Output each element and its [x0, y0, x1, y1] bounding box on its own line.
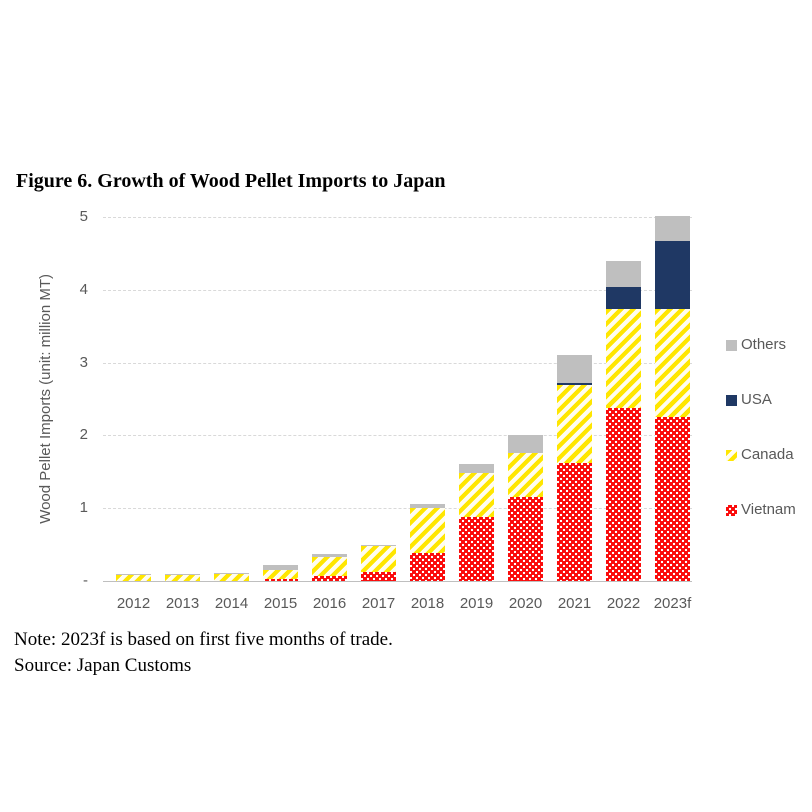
legend-label-usa: USA: [741, 391, 772, 408]
x-label-2021: 2021: [557, 595, 592, 612]
bar-segment-vietnam-2016: [312, 576, 347, 581]
bar-2021: [557, 355, 592, 581]
figure-title: Figure 6. Growth of Wood Pellet Imports …: [16, 170, 446, 192]
y-axis-title-text: Wood Pellet Imports (unit: million MT): [36, 274, 54, 524]
bar-segment-vietnam-2018: [410, 553, 445, 581]
gridline-3: [103, 362, 692, 364]
legend-swatch-usa: [726, 394, 737, 406]
y-tick-2: 2: [79, 426, 88, 444]
bar-segment-canada-2016: [312, 557, 347, 576]
bar-segment-canada-2015: [263, 570, 298, 579]
bar-segment-others-2019: [459, 464, 494, 473]
gridline-5: [103, 217, 692, 218]
bar-segment-others-2014: [214, 573, 249, 574]
bar-2015: [263, 565, 298, 581]
x-label-2023f: 2023f: [653, 595, 692, 612]
bar-2020: [508, 435, 543, 581]
bar-segment-others-2021: [557, 355, 592, 383]
gridline-2: [103, 435, 692, 437]
bar-segment-vietnam-2015: [263, 579, 298, 581]
bar-2019: [459, 464, 494, 581]
bar-2022: [606, 261, 641, 581]
y-tick-3: 3: [79, 353, 88, 371]
x-label-2018: 2018: [410, 595, 445, 612]
bar-segment-canada-2023f: [655, 309, 690, 417]
bar-segment-vietnam-2021: [557, 463, 592, 581]
bar-segment-vietnam-2022: [606, 408, 641, 581]
x-label-2012: 2012: [116, 595, 151, 612]
y-tick-4: 4: [79, 280, 88, 298]
y-tick-0: -: [83, 572, 88, 589]
bar-segment-canada-2014: [214, 574, 249, 581]
bar-segment-vietnam-2017: [361, 572, 396, 581]
legend-swatch-others: [726, 339, 737, 351]
bar-segment-others-2023f: [655, 216, 690, 241]
bar-segment-canada-2012: [116, 575, 151, 581]
y-axis-title: Wood Pellet Imports (unit: million MT): [32, 217, 58, 581]
legend-label-others: Others: [741, 336, 787, 353]
bar-segment-others-2020: [508, 435, 543, 453]
x-label-2014: 2014: [214, 595, 249, 612]
bar-segment-usa-2022: [606, 287, 641, 309]
x-label-2013: 2013: [165, 595, 200, 612]
legend-swatch-vietnam: [726, 504, 737, 516]
bar-segment-vietnam-2023f: [655, 417, 690, 581]
gridline-4: [103, 289, 692, 291]
bar-2017: [361, 545, 396, 581]
bar-segment-canada-2013: [165, 575, 200, 581]
bar-segment-usa-2023f: [655, 241, 690, 309]
x-label-2017: 2017: [361, 595, 396, 612]
y-tick-5: 5: [79, 208, 88, 225]
legend-label-vietnam: Vietnam: [741, 501, 796, 518]
bar-segment-others-2016: [312, 554, 347, 557]
bar-segment-vietnam-2020: [508, 497, 543, 581]
legend-label-canada: Canada: [741, 446, 794, 463]
bar-segment-others-2012: [116, 574, 151, 575]
bar-2014: [214, 573, 249, 581]
x-label-2020: 2020: [508, 595, 543, 612]
bar-2023f: [655, 216, 690, 581]
figure-note: Note: 2023f is based on first five month…: [14, 629, 393, 650]
bar-segment-others-2018: [410, 504, 445, 508]
bar-segment-others-2022: [606, 261, 641, 287]
bar-segment-canada-2017: [361, 546, 396, 572]
bar-segment-others-2015: [263, 565, 298, 570]
x-label-2019: 2019: [459, 595, 494, 612]
bar-2016: [312, 554, 347, 581]
gridline-1: [103, 508, 692, 510]
bar-segment-vietnam-2019: [459, 517, 494, 581]
bar-segment-usa-2021: [557, 383, 592, 385]
y-tick-1: 1: [79, 499, 88, 517]
x-label-2015: 2015: [263, 595, 298, 612]
bar-segment-others-2013: [165, 574, 200, 575]
figure-source: Source: Japan Customs: [14, 655, 192, 676]
bar-segment-canada-2020: [508, 453, 543, 497]
x-label-2016: 2016: [312, 595, 347, 612]
bar-segment-canada-2019: [459, 473, 494, 517]
bar-segment-canada-2018: [410, 508, 445, 553]
bar-2012: [116, 574, 151, 581]
bar-segment-others-2017: [361, 545, 396, 546]
bar-segment-canada-2021: [557, 385, 592, 463]
bar-2018: [410, 504, 445, 581]
legend-swatch-canada: [726, 449, 737, 461]
x-label-2022: 2022: [606, 595, 641, 612]
bar-segment-canada-2022: [606, 309, 641, 408]
x-axis-line: [103, 581, 692, 582]
bar-2013: [165, 574, 200, 581]
